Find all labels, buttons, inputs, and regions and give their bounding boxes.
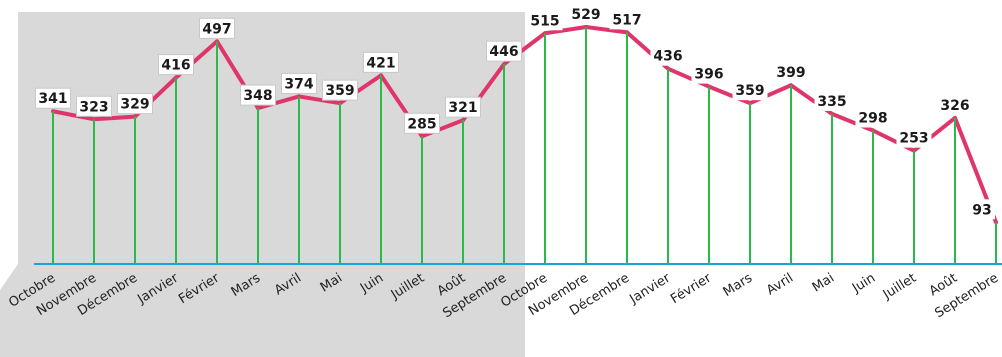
x-tick-label: Avril <box>764 271 796 299</box>
x-tick-label: Juin <box>849 271 878 297</box>
data-label: 416 <box>161 58 190 74</box>
data-label: 515 <box>530 13 559 29</box>
data-label: 329 <box>120 97 149 113</box>
data-label: 517 <box>612 12 641 28</box>
data-label-box <box>896 127 932 148</box>
data-label: 359 <box>325 83 354 99</box>
data-label: 529 <box>571 7 600 23</box>
line-segment <box>51 109 96 122</box>
data-label-box <box>609 9 645 30</box>
data-label: 497 <box>202 21 231 37</box>
data-label-box <box>240 84 276 106</box>
data-label-box <box>158 54 194 76</box>
data-label-box <box>969 199 995 220</box>
data-label-box <box>35 87 71 109</box>
x-tick-label: Janvier <box>626 270 673 307</box>
data-label: 421 <box>366 55 395 71</box>
data-label: 253 <box>899 131 928 147</box>
data-label-box <box>486 40 522 62</box>
data-label-box <box>855 107 891 128</box>
value-stems <box>52 27 997 264</box>
data-label: 359 <box>735 83 764 99</box>
data-label: 348 <box>243 88 272 104</box>
data-label-box <box>691 63 727 84</box>
data-label-box <box>937 94 973 115</box>
data-label: 341 <box>38 91 67 107</box>
data-label-box <box>404 112 440 134</box>
x-tick-label: Mai <box>810 271 837 296</box>
data-label-box <box>281 72 317 94</box>
data-label: 323 <box>79 99 108 115</box>
x-tick-label: Juillet <box>880 271 919 303</box>
data-label: 285 <box>407 116 436 132</box>
data-label: 374 <box>284 76 313 92</box>
data-label: 298 <box>858 110 887 126</box>
data-label-box <box>322 79 358 101</box>
data-label-box <box>76 95 112 117</box>
line-segment <box>543 25 588 36</box>
data-label: 326 <box>940 98 969 114</box>
data-label-box <box>445 96 481 118</box>
line-segment <box>748 83 793 106</box>
data-label-box <box>568 4 604 24</box>
data-label-box <box>732 80 768 101</box>
data-labels: 341 323 329 416 497 348 374 359 421 285 321 446 515 5… <box>35 4 995 220</box>
line-segment <box>830 111 875 133</box>
data-label-box <box>117 93 153 115</box>
data-label: 399 <box>776 65 805 81</box>
line-segment <box>584 25 629 35</box>
line-segment <box>92 114 137 122</box>
data-label-box <box>527 10 563 31</box>
data-label: 436 <box>653 49 682 65</box>
data-label: 321 <box>448 100 477 116</box>
line-segment <box>256 94 301 111</box>
line-segment <box>707 84 752 106</box>
data-label-box <box>650 45 686 66</box>
line-segment <box>297 94 342 106</box>
line-segment <box>666 66 711 89</box>
data-label: 396 <box>694 67 723 83</box>
data-label-box <box>814 90 850 111</box>
x-tick-label: Février <box>668 270 714 307</box>
x-tick-label: Mars <box>721 271 756 300</box>
data-label: 335 <box>817 94 846 110</box>
data-label: 93 <box>972 202 991 218</box>
data-label: 446 <box>489 44 518 60</box>
data-label-box <box>199 17 235 39</box>
data-label-box <box>363 51 399 73</box>
data-label-box <box>773 62 809 83</box>
